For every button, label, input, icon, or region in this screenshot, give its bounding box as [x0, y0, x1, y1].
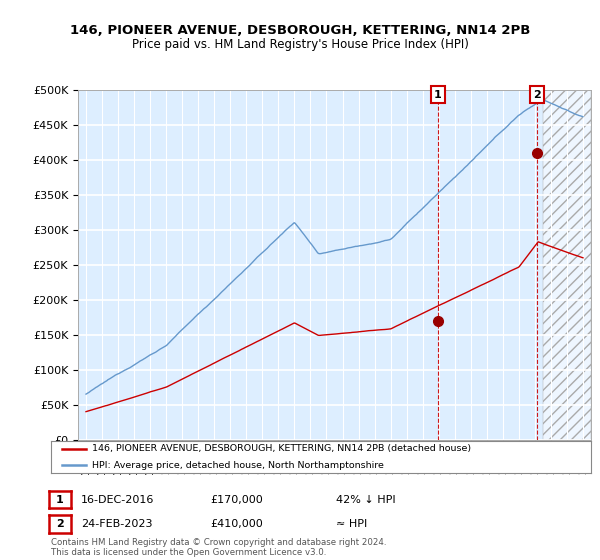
Text: 1: 1: [56, 494, 64, 505]
Bar: [543, 90, 591, 440]
Text: 146, PIONEER AVENUE, DESBOROUGH, KETTERING, NN14 2PB: 146, PIONEER AVENUE, DESBOROUGH, KETTERI…: [70, 24, 530, 36]
Text: ≈ HPI: ≈ HPI: [336, 519, 367, 529]
Text: £410,000: £410,000: [210, 519, 263, 529]
Text: £170,000: £170,000: [210, 494, 263, 505]
Text: 2: 2: [56, 519, 64, 529]
Text: Price paid vs. HM Land Registry's House Price Index (HPI): Price paid vs. HM Land Registry's House …: [131, 38, 469, 51]
Text: 2: 2: [533, 90, 541, 100]
Text: 16-DEC-2016: 16-DEC-2016: [81, 494, 154, 505]
Text: HPI: Average price, detached house, North Northamptonshire: HPI: Average price, detached house, Nort…: [91, 460, 383, 470]
Text: 1: 1: [434, 90, 442, 100]
Bar: [543, 90, 591, 440]
Text: 24-FEB-2023: 24-FEB-2023: [81, 519, 152, 529]
Text: 42% ↓ HPI: 42% ↓ HPI: [336, 494, 395, 505]
Text: Contains HM Land Registry data © Crown copyright and database right 2024.
This d: Contains HM Land Registry data © Crown c…: [51, 538, 386, 557]
Text: 146, PIONEER AVENUE, DESBOROUGH, KETTERING, NN14 2PB (detached house): 146, PIONEER AVENUE, DESBOROUGH, KETTERI…: [91, 444, 470, 454]
